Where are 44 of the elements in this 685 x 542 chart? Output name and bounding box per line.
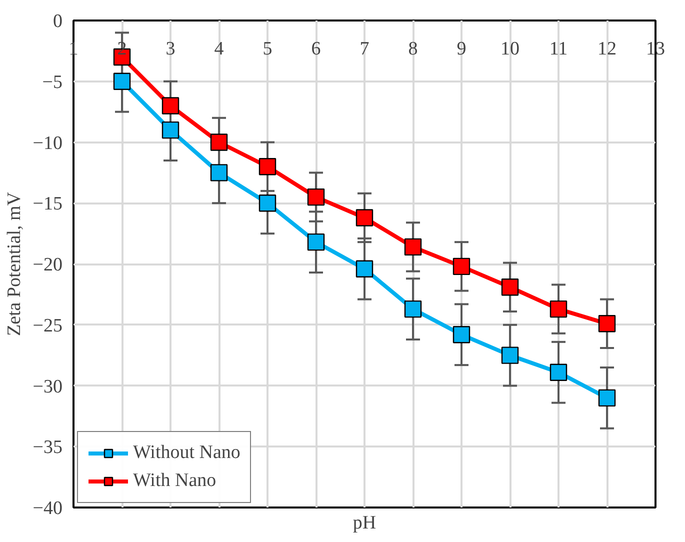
x-tick-label: 3 xyxy=(166,38,176,60)
y-tick-label: −20 xyxy=(32,254,63,276)
y-tick-label: −5 xyxy=(42,72,63,93)
point xyxy=(356,209,374,226)
y-axis-title: Zeta Potential, mV xyxy=(4,192,25,336)
x-tick-label: 10 xyxy=(500,38,520,60)
x-axis-title: pH xyxy=(352,512,376,534)
y-tick-label: −40 xyxy=(32,498,63,519)
point xyxy=(501,278,519,296)
x-tick-label: 6 xyxy=(311,38,321,60)
legend-label: With Nano xyxy=(133,470,216,492)
x-tick-label: 4 xyxy=(214,38,224,60)
x-tick-label: 7 xyxy=(360,38,370,60)
point xyxy=(452,326,470,344)
point xyxy=(307,188,325,206)
point xyxy=(162,97,180,114)
y-tick-label: −15 xyxy=(32,194,63,215)
y-tick-label: −30 xyxy=(32,376,63,398)
point xyxy=(598,315,616,332)
point xyxy=(452,258,470,276)
point xyxy=(501,346,519,364)
point xyxy=(210,164,228,182)
point xyxy=(307,233,325,251)
point xyxy=(162,121,180,139)
x-tick-label: 11 xyxy=(549,38,568,60)
point xyxy=(404,300,422,318)
y-tick-label: −10 xyxy=(32,132,63,154)
point xyxy=(258,158,276,176)
point xyxy=(550,300,568,318)
x-tick-label: 12 xyxy=(598,38,616,60)
y-tick-label: −35 xyxy=(32,437,63,458)
y-tick-label: 0 xyxy=(53,11,62,32)
point xyxy=(258,194,276,212)
point xyxy=(404,238,422,256)
x-tick-label: 9 xyxy=(456,38,466,60)
point xyxy=(210,134,228,151)
point xyxy=(598,389,616,407)
point xyxy=(356,260,374,278)
point xyxy=(113,72,131,90)
legend-label: Without Nano xyxy=(133,442,240,464)
x-tick-label: 8 xyxy=(408,38,418,60)
x-tick-label: 5 xyxy=(262,38,272,60)
y-tick-label: −25 xyxy=(32,315,63,336)
point xyxy=(550,364,568,381)
